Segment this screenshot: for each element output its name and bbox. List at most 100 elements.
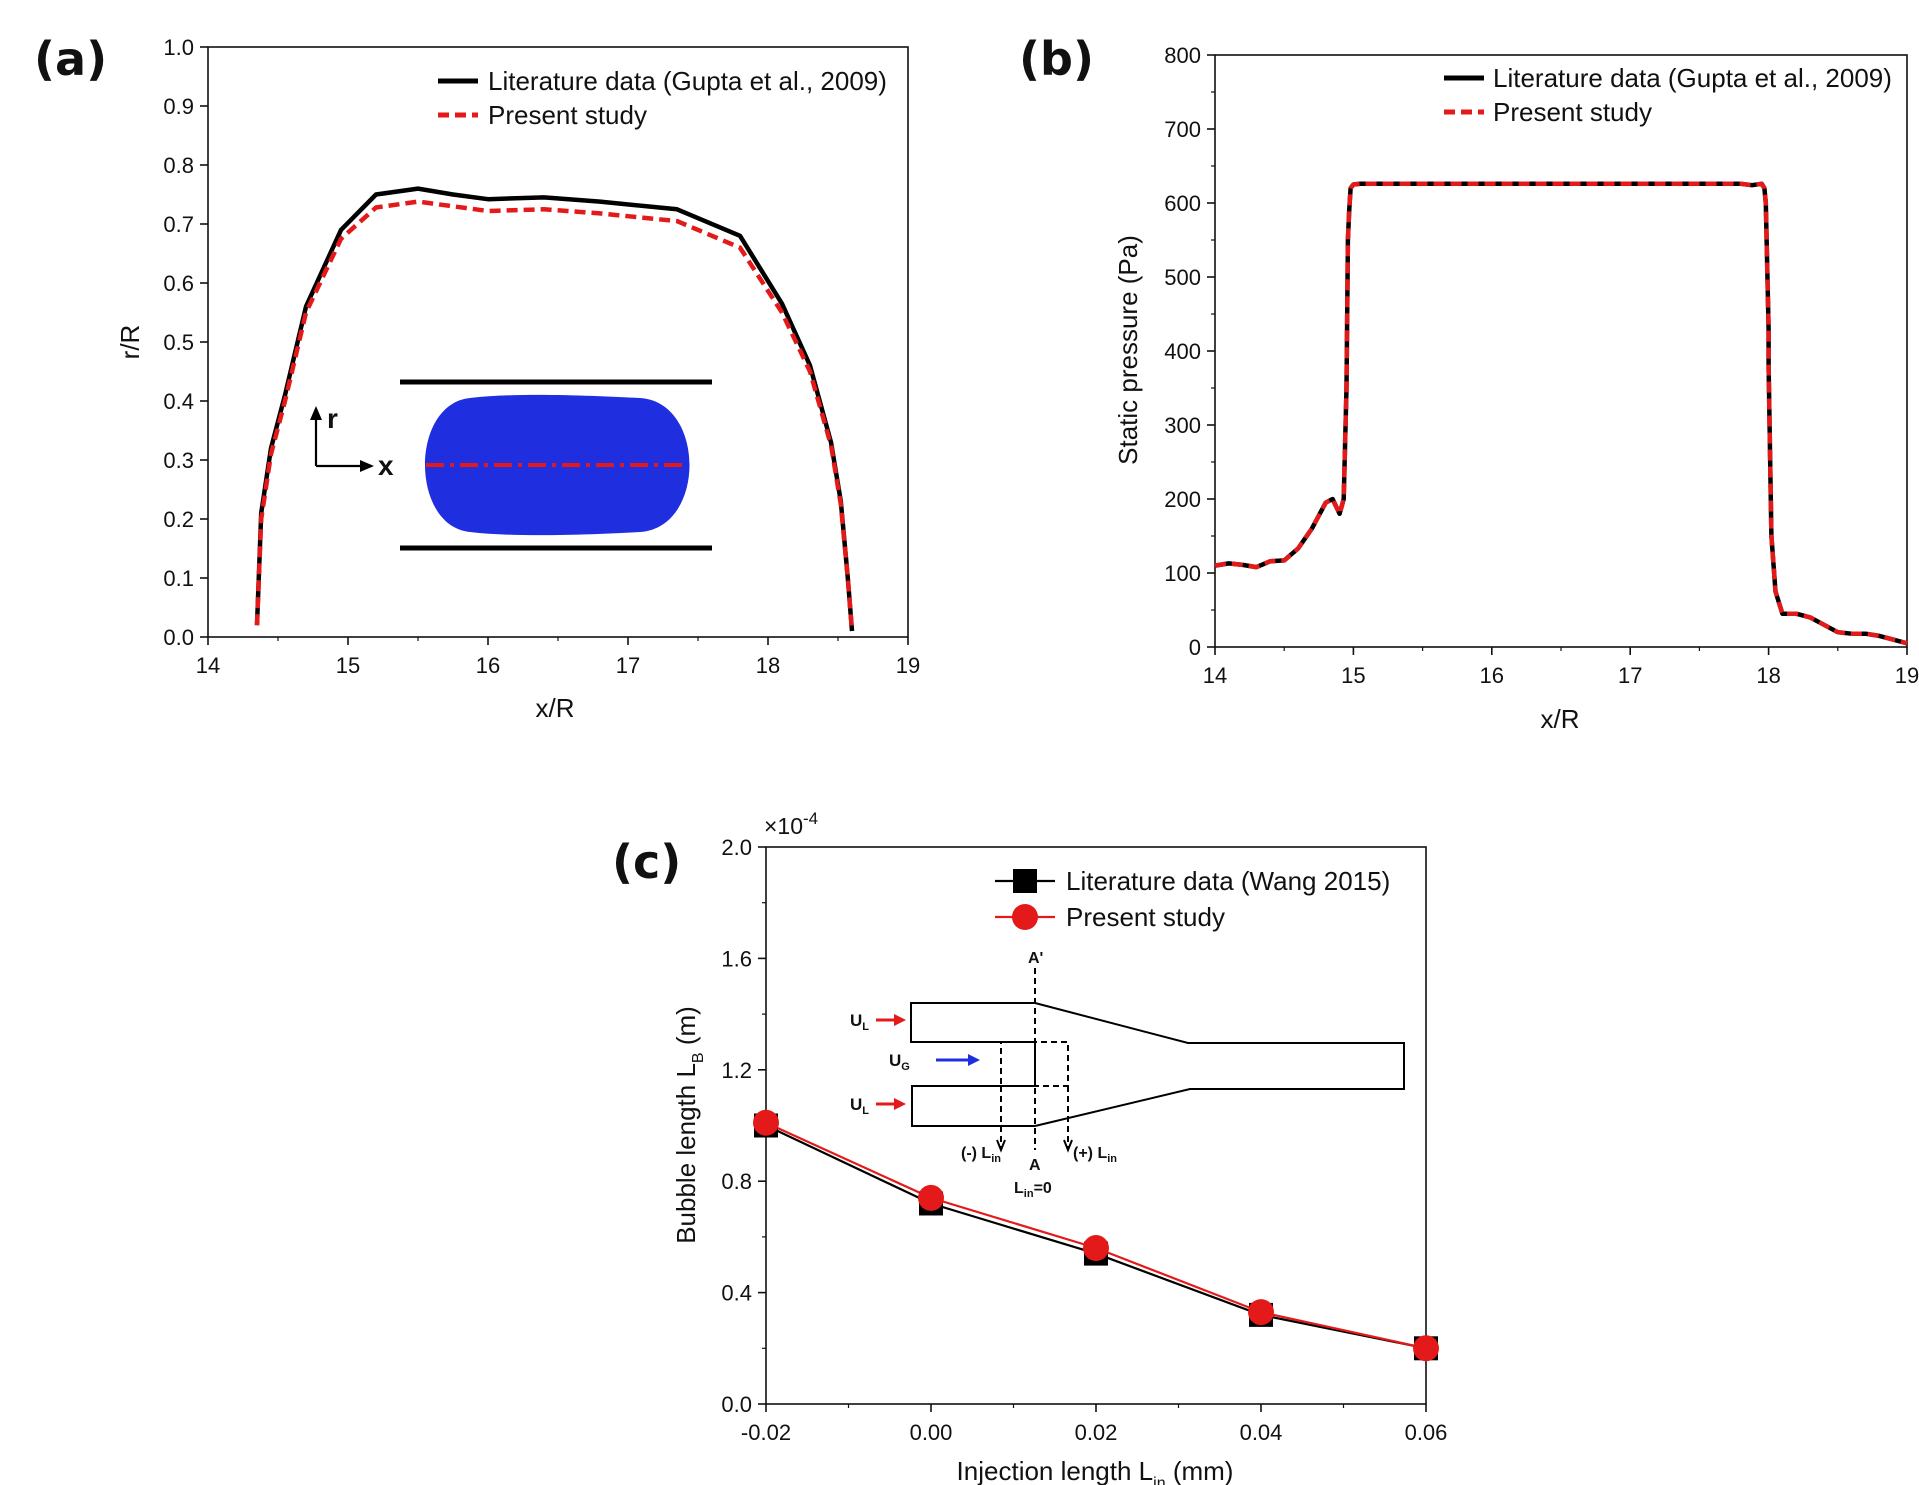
r-axis-arrow-head [310,406,322,420]
section-a-prime-label: A' [1028,950,1043,967]
y-tick-label: 1.2 [721,1058,752,1083]
x-tick-label: 0.02 [1075,1420,1118,1445]
panel-a-label: (a) [34,32,107,86]
panel-b-tick-labels: 14 15 16 17 18 19 0 100 200 300 400 500 600 700 800 [1164,43,1919,688]
y-tick-label: 300 [1164,413,1201,438]
panel-c-tick-labels: -0.02 0.00 0.02 0.04 0.06 0.0 0.4 0.8 1.2 1.6 2.0 [721,835,1447,1445]
x-tick-label: 18 [756,653,780,678]
top-liquid-inlet [910,1002,1035,1043]
y-tick-label: 0.8 [721,1169,752,1194]
x-tick-label: 0.04 [1240,1420,1283,1445]
panel-a-legend: Literature data (Gupta et al., 2009) Pre… [438,66,887,130]
panel-c-series [753,1109,1439,1362]
x-tick-label: 18 [1756,663,1780,688]
main-channel-outline [1034,1002,1405,1127]
legend-label-present: Present study [488,100,647,130]
x-tick-label: 0.06 [1405,1420,1448,1445]
panel-c-channel-schematic [910,968,1405,1153]
panel-a-series [254,186,855,632]
panel-b-label: (b) [1019,32,1094,86]
legend-label-literature: Literature data (Gupta et al., 2009) [1493,63,1892,93]
data-point-present [1083,1235,1109,1262]
legend-label-literature: Literature data (Gupta et al., 2009) [488,66,887,96]
y-tick-label: 0.0 [721,1392,752,1417]
y-tick-label: 2.0 [721,835,752,860]
x-tick-label: 17 [1618,663,1642,688]
data-point-present [753,1109,779,1136]
y-tick-label: 0.8 [163,153,194,178]
x-tick-label: 16 [476,653,500,678]
data-point-present [918,1184,944,1211]
x-tick-label: 16 [1480,663,1504,688]
series-line-literature [1214,181,1908,646]
panel-c-x-axis-label: Injection length Lin (mm) [957,1456,1234,1485]
x-tick-label: 15 [336,653,360,678]
y-tick-label: 500 [1164,265,1201,290]
x-tick-label: 0.00 [910,1420,953,1445]
y-tick-label: 100 [1164,561,1201,586]
pos-lin-label: (+) Lin [1073,1145,1117,1165]
y-tick-label: 0.0 [163,625,194,650]
panel-c-y-axis-label: Bubble length LB (m) [671,1006,707,1244]
panel-a-tick-labels: 14 15 16 17 18 19 0.0 0.1 0.2 0.3 0.4 0.5 0.6 0.7 0.8 0… [163,35,920,678]
ug-label: UG [889,1051,910,1073]
y-tick-label: 600 [1164,191,1201,216]
panel-b-y-axis-label: Static pressure (Pa) [1113,235,1143,465]
legend-label-present: Present study [1066,902,1225,932]
x-tick-label: 19 [1895,663,1919,688]
y-tick-label: 0.5 [163,330,194,355]
y-tick-label: 800 [1164,43,1201,68]
panel-c-multiplier: ×10-4 [764,809,818,839]
y-tick-label: 0.1 [163,566,194,591]
panel-c-schematic-labels: UL UG UL A' A (-) Lin (+) Lin Lin=0 [850,950,1117,1200]
panel-c-label: (c) [612,835,681,889]
x-tick-label: 17 [616,653,640,678]
y-tick-label: 400 [1164,339,1201,364]
ul-top-arrow-head-icon [894,1014,906,1026]
ul-bottom-label: UL [850,1095,869,1117]
y-tick-label: 700 [1164,117,1201,142]
panel-b-plot-frame [1214,54,1908,648]
x-tick-label: 15 [1341,663,1365,688]
panel-a-y-axis-label: r/R [115,325,145,360]
ug-arrow-head-icon [968,1054,980,1066]
panel-a-bubble-inset: r x [310,379,712,551]
y-tick-label: 1.6 [721,946,752,971]
series-line-present [1214,181,1908,646]
y-tick-label: 1.0 [163,35,194,60]
panel-c-schematic-arrows [876,1014,980,1110]
panel-b: (b) 14 15 16 17 18 19 0 100 200 300 400 500 600 700 80… [1019,32,1919,734]
legend-swatch-square-marker [1013,869,1037,893]
bottom-liquid-inlet [911,1085,1035,1127]
y-tick-label: 0.4 [163,389,194,414]
panel-b-series [1214,181,1908,646]
panel-c-legend: Literature data (Wang 2015) Present stud… [995,866,1390,932]
panel-a: (a) 14 15 16 17 18 19 0.0 0.1 0.2 0.3 0.4 0.5 0.6 0.7… [34,32,920,723]
y-tick-label: 0.9 [163,94,194,119]
legend-label-literature: Literature data (Wang 2015) [1066,866,1390,896]
legend-label-present: Present study [1493,97,1652,127]
neg-lin-arrow-icon [996,1139,1006,1153]
y-tick-label: 0.6 [163,271,194,296]
panel-b-x-axis-label: x/R [1541,704,1580,734]
y-tick-label: 200 [1164,487,1201,512]
x-tick-label: 19 [896,653,920,678]
y-tick-label: 0.4 [721,1281,752,1306]
neg-lin-label: (-) Lin [961,1145,1001,1165]
x-tick-label: 14 [1203,663,1227,688]
panel-a-x-axis-label: x/R [536,693,575,723]
y-tick-label: 0.7 [163,212,194,237]
panel-b-ticks [1207,54,1908,655]
x-axis-arrow-head [360,460,374,472]
x-tick-label: -0.02 [741,1420,791,1445]
series-line-present [254,199,855,632]
y-tick-label: 0.3 [163,448,194,473]
data-point-present [1413,1335,1439,1362]
y-tick-label: 0 [1189,635,1201,660]
lin-zero-label: Lin=0 [1014,1180,1052,1200]
pos-lin-arrow-icon [1063,1139,1073,1153]
panel-b-legend: Literature data (Gupta et al., 2009) Pre… [1444,63,1892,127]
data-point-present [1248,1299,1274,1326]
bubble-shape [425,394,690,536]
